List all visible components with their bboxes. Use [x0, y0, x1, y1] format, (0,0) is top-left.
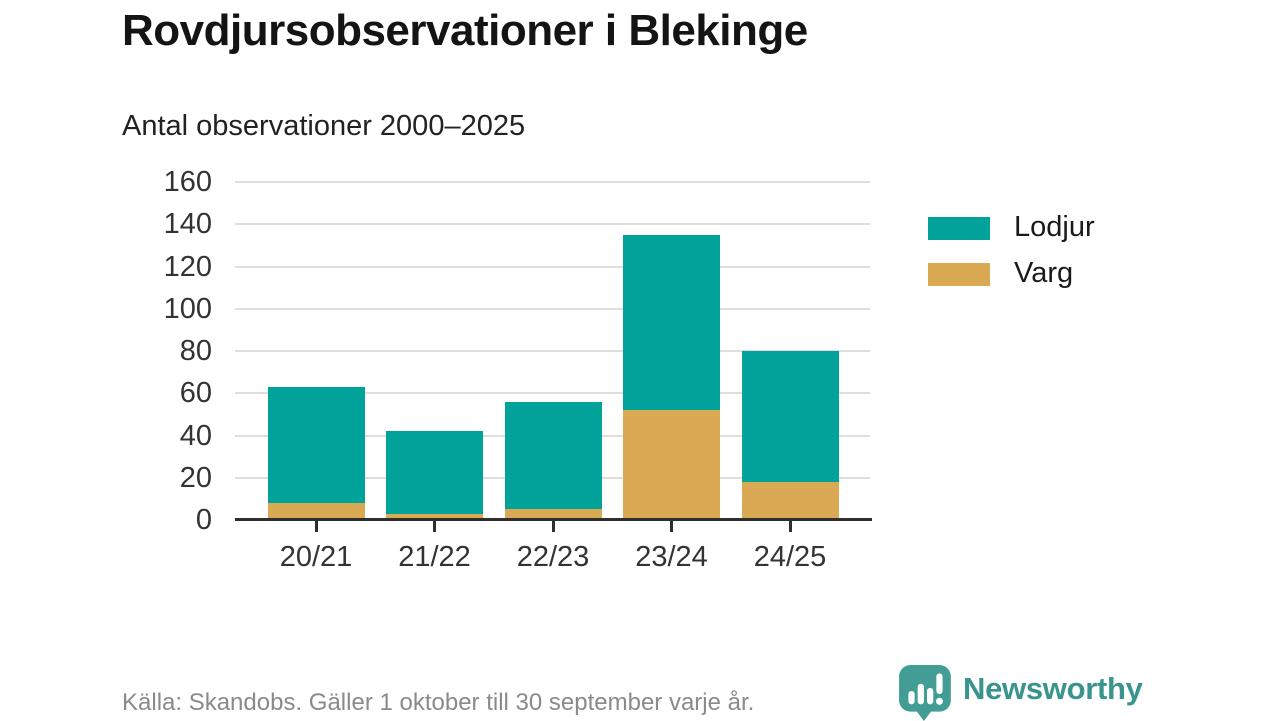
source-note: Källa: Skandobs. Gäller 1 oktober till 3…	[122, 689, 755, 716]
y-tick-label-80: 80	[179, 335, 212, 367]
chart-subtitle: Antal observationer 2000–2025	[122, 110, 526, 142]
x-tick-label-24/25: 24/25	[753, 541, 827, 573]
y-tick-label-40: 40	[179, 419, 212, 452]
plot-area	[235, 181, 870, 520]
legend-label-lodjur: Lodjur	[1014, 211, 1095, 243]
x-axis-line	[235, 518, 872, 521]
gridline-100	[235, 307, 870, 310]
legend-swatch-lodjur	[928, 217, 990, 240]
y-tick-label-100: 100	[163, 292, 212, 325]
y-tick-label-160: 160	[163, 166, 212, 198]
legend-swatch-varg	[928, 263, 990, 286]
y-tick-label-0: 0	[195, 504, 212, 536]
gridline-160	[235, 181, 870, 183]
page-title: Rovdjursobservationer i Blekinge	[122, 6, 808, 55]
x-tick-label-23/24: 23/24	[635, 541, 708, 573]
x-tick-22/23	[551, 521, 555, 532]
bar-22/23	[504, 401, 602, 520]
bar-segment-varg	[504, 509, 602, 520]
y-tick-label-120: 120	[163, 250, 212, 283]
bar-23/24	[623, 234, 720, 520]
x-tick-21/22	[433, 521, 436, 532]
bar-segment-varg	[386, 513, 483, 520]
bar-segment-lodjur	[741, 351, 839, 482]
x-tick-20/21	[314, 521, 318, 532]
bar-segment-varg	[741, 481, 839, 520]
bar-20/21	[267, 386, 365, 520]
x-tick-23/24	[670, 521, 673, 532]
x-tick-label-22/23: 22/23	[516, 541, 590, 573]
gridline-140	[235, 223, 870, 226]
bar-segment-lodjur	[386, 431, 483, 514]
newsworthy-logo-text: Newsworthy	[963, 671, 1143, 706]
gridline-120	[235, 265, 870, 268]
legend-label-varg: Varg	[1014, 257, 1074, 289]
bar-segment-lodjur	[267, 386, 365, 504]
x-tick-label-21/22: 21/22	[398, 541, 471, 573]
gridline-60	[235, 392, 870, 395]
bar-segment-varg	[623, 410, 720, 520]
bar-segment-varg	[267, 503, 365, 520]
bar-21/22	[386, 431, 483, 520]
bar-segment-lodjur	[504, 401, 602, 510]
y-tick-label-60: 60	[179, 377, 212, 410]
newsworthy-logo-icon	[899, 665, 951, 721]
bar-24/25	[741, 351, 839, 520]
bar-segment-lodjur	[623, 234, 720, 411]
gridline-80	[235, 350, 870, 352]
newsworthy-brand: Newsworthy	[897, 664, 1157, 721]
x-tick-label-20/21: 20/21	[279, 541, 353, 573]
y-tick-label-20: 20	[179, 461, 212, 494]
x-tick-24/25	[788, 521, 792, 532]
y-tick-label-140: 140	[163, 208, 212, 241]
